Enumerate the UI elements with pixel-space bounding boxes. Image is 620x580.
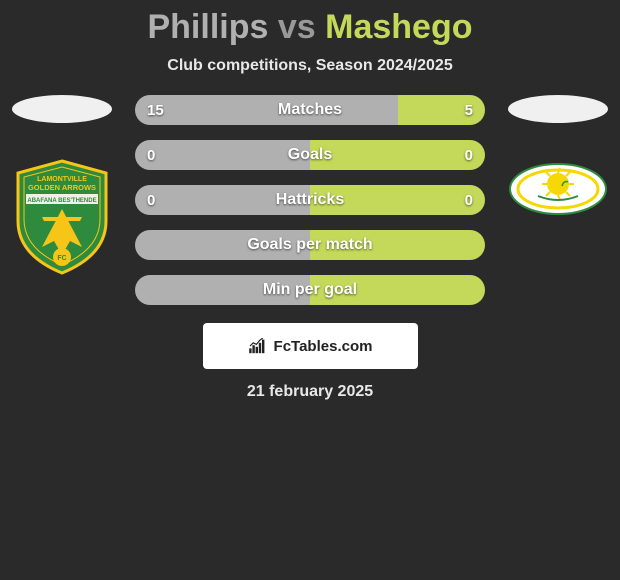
stat-label: Goals <box>135 146 485 164</box>
stat-label: Matches <box>135 101 485 119</box>
svg-text:GOLDEN ARROWS: GOLDEN ARROWS <box>28 183 96 192</box>
player1-name: Phillips <box>147 8 268 46</box>
stat-label: Hattricks <box>135 191 485 209</box>
left-player-column: LAMONTVILLE GOLDEN ARROWS ABAFANA BES'TH… <box>7 95 117 275</box>
stat-value-left: 0 <box>147 140 155 170</box>
stat-row: Hattricks0 0 <box>135 185 485 215</box>
stat-value-left: 0 <box>147 185 155 215</box>
svg-text:FC: FC <box>57 255 66 262</box>
player2-club-badge <box>508 159 608 219</box>
brand-text: FcTables.com <box>274 338 373 355</box>
fctables-logo-icon <box>248 338 268 354</box>
player1-avatar-placeholder <box>12 95 112 123</box>
player1-club-badge: LAMONTVILLE GOLDEN ARROWS ABAFANA BES'TH… <box>12 159 112 275</box>
comparison-body: LAMONTVILLE GOLDEN ARROWS ABAFANA BES'TH… <box>0 95 620 305</box>
stat-row: Matches15 5 <box>135 95 485 125</box>
sundowns-badge-icon <box>508 162 608 216</box>
stat-value-right: 5 <box>465 95 473 125</box>
player2-name: Mashego <box>325 8 472 46</box>
svg-text:ABAFANA BES'THENDE: ABAFANA BES'THENDE <box>27 198 96 204</box>
stat-label: Min per goal <box>135 281 485 299</box>
player2-avatar-placeholder <box>508 95 608 123</box>
page-title: Phillips vs Mashego <box>0 8 620 47</box>
stat-value-left: 15 <box>147 95 164 125</box>
comparison-widget: Phillips vs Mashego Club competitions, S… <box>0 0 620 401</box>
subtitle: Club competitions, Season 2024/2025 <box>0 57 620 75</box>
stats-column: Matches155Goals00Hattricks00Goals per ma… <box>135 95 485 305</box>
stat-row: Goals0 0 <box>135 140 485 170</box>
stat-row: Min per goal <box>135 275 485 305</box>
date-text: 21 february 2025 <box>0 383 620 401</box>
stat-value-right: 0 <box>465 185 473 215</box>
stat-value-right: 0 <box>465 140 473 170</box>
brand-footer[interactable]: FcTables.com <box>203 323 418 369</box>
stat-row: Goals per match <box>135 230 485 260</box>
vs-text: vs <box>278 8 316 46</box>
right-player-column <box>503 95 613 219</box>
svg-text:LAMONTVILLE: LAMONTVILLE <box>37 176 87 183</box>
stat-label: Goals per match <box>135 236 485 254</box>
golden-arrows-shield-icon: LAMONTVILLE GOLDEN ARROWS ABAFANA BES'TH… <box>12 159 112 275</box>
